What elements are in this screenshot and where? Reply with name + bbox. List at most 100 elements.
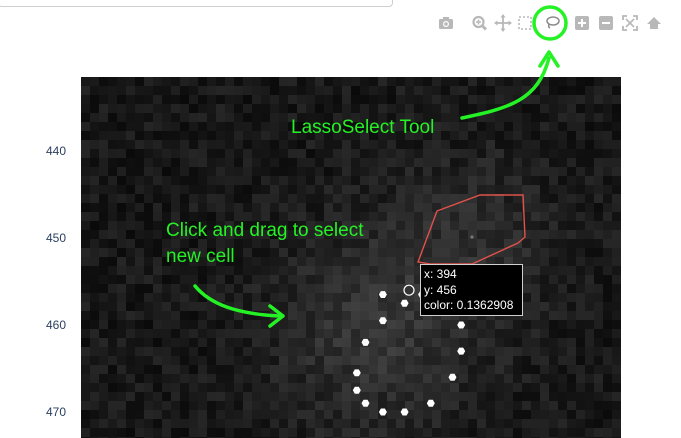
heatmap-cell (90, 176, 99, 185)
heatmap-cell (414, 167, 423, 176)
heatmap-cell (234, 410, 243, 419)
heatmap-cell (378, 140, 387, 149)
heatmap-cell (297, 428, 306, 437)
heatmap-cell (306, 176, 315, 185)
heatmap-cell (126, 77, 135, 86)
zoom-out-icon[interactable] (596, 12, 616, 34)
heatmap-cell (180, 410, 189, 419)
heatmap-cell (279, 149, 288, 158)
heatmap-cell (216, 383, 225, 392)
heatmap-cell (414, 176, 423, 185)
heatmap-cell (495, 158, 504, 167)
search-input[interactable] (0, 0, 393, 7)
heatmap-cell (441, 383, 450, 392)
heatmap-cell (261, 356, 270, 365)
heatmap-cell (495, 356, 504, 365)
heatmap-cell (504, 86, 513, 95)
heatmap-cell (360, 149, 369, 158)
heatmap-cell (252, 347, 261, 356)
heatmap-cell (486, 392, 495, 401)
heatmap-cell (243, 239, 252, 248)
heatmap-cell (459, 167, 468, 176)
heatmap-cell (531, 176, 540, 185)
heatmap-cell (594, 167, 603, 176)
heatmap-cell (396, 329, 405, 338)
heatmap-cell (486, 212, 495, 221)
heatmap-cell (99, 392, 108, 401)
heatmap-cell (441, 329, 450, 338)
heatmap-cell (405, 428, 414, 437)
heatmap-cell (216, 275, 225, 284)
heatmap-cell (288, 356, 297, 365)
heatmap-cell (585, 239, 594, 248)
heatmap-cell (306, 140, 315, 149)
heatmap-cell (207, 374, 216, 383)
heatmap-cell (261, 86, 270, 95)
heatmap-cell (486, 428, 495, 437)
zoom-icon[interactable] (470, 12, 490, 34)
heatmap-cell (162, 338, 171, 347)
heatmap-cell (198, 374, 207, 383)
heatmap-cell (135, 392, 144, 401)
heatmap-cell (180, 176, 189, 185)
heatmap-cell (576, 221, 585, 230)
heatmap-cell (180, 338, 189, 347)
reset-axes-icon[interactable] (644, 12, 664, 34)
heatmap-cell (387, 275, 396, 284)
heatmap-cell (108, 167, 117, 176)
heatmap-cell (486, 194, 495, 203)
heatmap-cell (270, 113, 279, 122)
heatmap-cell (360, 185, 369, 194)
heatmap-cell (81, 419, 90, 428)
heatmap-cell (414, 239, 423, 248)
heatmap-cell (558, 113, 567, 122)
heatmap-cell (144, 230, 153, 239)
heatmap-cell (360, 356, 369, 365)
heatmap-cell (207, 230, 216, 239)
heatmap-cell (99, 275, 108, 284)
heatmap-cell (522, 374, 531, 383)
zoom-in-icon[interactable] (572, 12, 592, 34)
heatmap-cell (99, 410, 108, 419)
heatmap-cell (360, 104, 369, 113)
autoscale-icon[interactable] (620, 12, 640, 34)
heatmap-cell (603, 86, 612, 95)
heatmap-cell (234, 122, 243, 131)
heatmap-cell (261, 266, 270, 275)
heatmap-cell (540, 428, 549, 437)
heatmap-cell (243, 401, 252, 410)
box-select-icon[interactable] (515, 12, 535, 34)
heatmap-cell (459, 86, 468, 95)
heatmap-cell (378, 338, 387, 347)
heatmap-cell (324, 428, 333, 437)
heatmap-cell (234, 419, 243, 428)
heatmap-cell (387, 266, 396, 275)
heatmap-cell (108, 185, 117, 194)
heatmap-cell (171, 374, 180, 383)
heatmap-cell (189, 77, 198, 86)
camera-icon[interactable] (436, 12, 456, 34)
heatmap-cell (387, 347, 396, 356)
heatmap-cell (378, 257, 387, 266)
heatmap-cell (405, 293, 414, 302)
heatmap-cell (243, 221, 252, 230)
heatmap-cell (342, 311, 351, 320)
heatmap-cell (153, 410, 162, 419)
heatmap-cell (378, 320, 387, 329)
heatmap-cell (351, 329, 360, 338)
heatmap-cell (342, 392, 351, 401)
heatmap-cell (270, 158, 279, 167)
heatmap-cell (198, 113, 207, 122)
heatmap-cell (243, 140, 252, 149)
heatmap-cell (477, 356, 486, 365)
lasso-icon[interactable] (542, 12, 562, 34)
heatmap-cell (522, 77, 531, 86)
heatmap-cell (468, 212, 477, 221)
pan-icon[interactable] (493, 12, 513, 34)
heatmap-cell (540, 131, 549, 140)
heatmap-cell (144, 311, 153, 320)
heatmap-cell (162, 230, 171, 239)
heatmap-cell (306, 239, 315, 248)
heatmap-cell (441, 347, 450, 356)
heatmap-cell (243, 428, 252, 437)
